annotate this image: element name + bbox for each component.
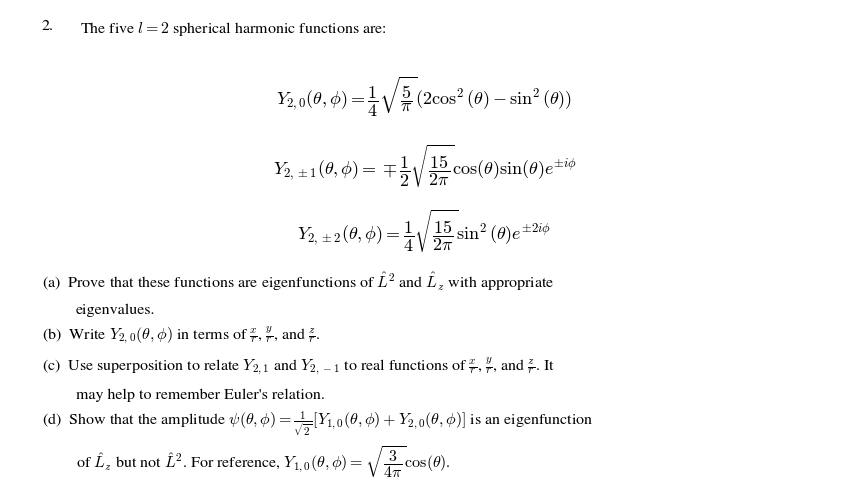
Text: $Y_{2,\pm 1}(\theta, \phi) = \mp\dfrac{1}{2}\sqrt{\dfrac{15}{2\pi}}\cos(\theta)\: $Y_{2,\pm 1}(\theta, \phi) = \mp\dfrac{1…	[273, 143, 576, 190]
Text: (a)  Prove that these functions are eigenfunctions of $\hat{L}^2$ and $\hat{L}_z: (a) Prove that these functions are eigen…	[42, 270, 554, 293]
Text: $Y_{2,\pm 2}(\theta, \phi) = \dfrac{1}{4}\sqrt{\dfrac{15}{2\pi}}\sin^2(\theta)e^: $Y_{2,\pm 2}(\theta, \phi) = \dfrac{1}{4…	[297, 207, 552, 255]
Text: may help to remember Euler's relation.: may help to remember Euler's relation.	[76, 388, 324, 402]
Text: eigenvalues.: eigenvalues.	[76, 304, 155, 317]
Text: (c)  Use superposition to relate $Y_{2,1}$ and $Y_{2,-1}$ to real functions of $: (c) Use superposition to relate $Y_{2,1}…	[42, 355, 555, 377]
Text: (b)  Write $Y_{2,0}(\theta, \phi)$ in terms of $\frac{x}{r}$, $\frac{y}{r}$, and: (b) Write $Y_{2,0}(\theta, \phi)$ in ter…	[42, 325, 321, 346]
Text: of $\hat{L}_z$ but not $\hat{L}^2$. For reference, $Y_{1,0}(\theta, \phi) = \sqr: of $\hat{L}_z$ but not $\hat{L}^2$. For …	[76, 446, 451, 482]
Text: $Y_{2,0}(\theta, \phi) = \dfrac{1}{4}\sqrt{\dfrac{5}{\pi}}(2\cos^2(\theta) - \si: $Y_{2,0}(\theta, \phi) = \dfrac{1}{4}\sq…	[277, 75, 572, 119]
Text: The five $l = 2$ spherical harmonic functions are:: The five $l = 2$ spherical harmonic func…	[80, 20, 386, 38]
Text: 2.: 2.	[42, 20, 54, 34]
Text: (d)  Show that the amplitude $\psi(\theta, \phi) = \frac{1}{\sqrt{2}}[Y_{1,0}(\t: (d) Show that the amplitude $\psi(\theta…	[42, 410, 593, 439]
